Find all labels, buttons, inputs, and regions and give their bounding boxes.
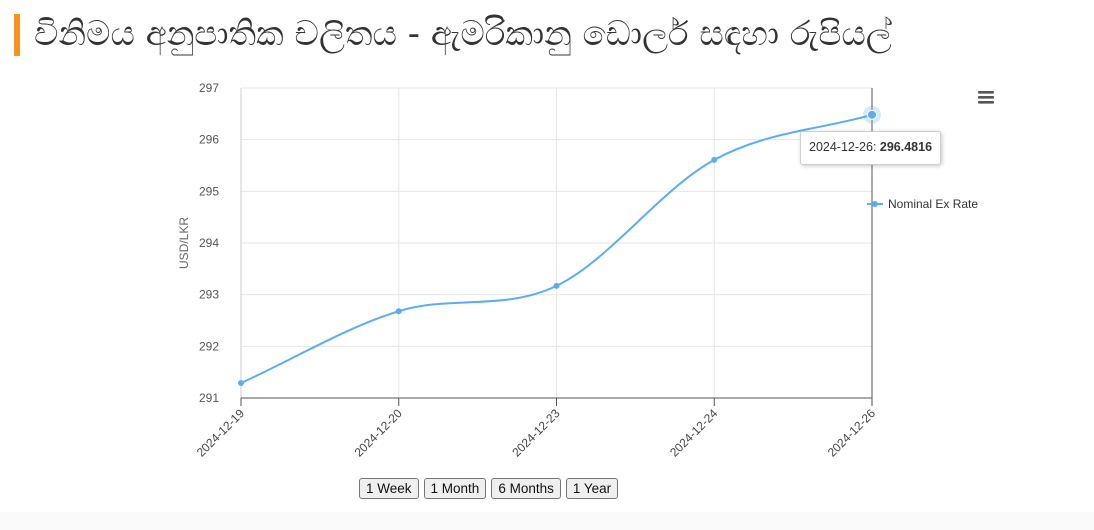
x-tick-label: 2024-12-23 xyxy=(509,406,563,460)
x-tick-label: 2024-12-26 xyxy=(825,406,879,460)
y-tick-label: 292 xyxy=(199,339,219,353)
y-tick-label: 294 xyxy=(199,236,219,250)
tooltip-label: 2024-12-26: xyxy=(809,140,877,154)
data-point[interactable] xyxy=(395,308,402,315)
chart-tooltip: 2024-12-26: 296.4816 xyxy=(800,131,942,165)
title-accent-bar xyxy=(14,14,20,56)
chart-card xyxy=(0,0,1094,512)
legend-label: Nominal Ex Rate xyxy=(888,197,978,211)
y-tick-label: 293 xyxy=(199,288,219,302)
data-point[interactable] xyxy=(238,380,244,387)
y-tick-label: 297 xyxy=(199,81,219,95)
tooltip-value: 296.4816 xyxy=(879,140,933,154)
range-button-1-month[interactable]: 1 Month xyxy=(423,478,487,499)
range-button-1-year[interactable]: 1 Year xyxy=(565,478,619,499)
legend-symbol-marker xyxy=(872,201,878,207)
chart-series xyxy=(238,105,881,387)
x-tick-label: 2024-12-24 xyxy=(667,406,721,460)
x-tick-label: 2024-12-20 xyxy=(352,406,406,460)
data-point[interactable] xyxy=(711,156,718,163)
y-axis-title: USD/LKR xyxy=(177,217,191,269)
chart-legend[interactable]: Nominal Ex Rate xyxy=(867,197,978,211)
data-point[interactable] xyxy=(867,109,877,120)
y-tick-label: 295 xyxy=(199,184,219,198)
x-tick-label: 2024-12-19 xyxy=(194,406,248,460)
data-point[interactable] xyxy=(553,282,560,289)
y-tick-label: 291 xyxy=(199,391,219,405)
y-tick-label: 296 xyxy=(199,133,219,147)
chart-grid xyxy=(240,87,873,399)
range-button-1-week[interactable]: 1 Week xyxy=(359,478,419,499)
chart-menu-icon[interactable] xyxy=(975,87,997,107)
page-title: විනිමය අනුපාතික චලිතය - ඇමරිකානු ඩොලර් ස… xyxy=(34,14,892,54)
range-buttons: 1 Week 1 Month 6 Months 1 Year xyxy=(359,478,619,499)
range-button-6-months[interactable]: 6 Months xyxy=(491,478,561,499)
